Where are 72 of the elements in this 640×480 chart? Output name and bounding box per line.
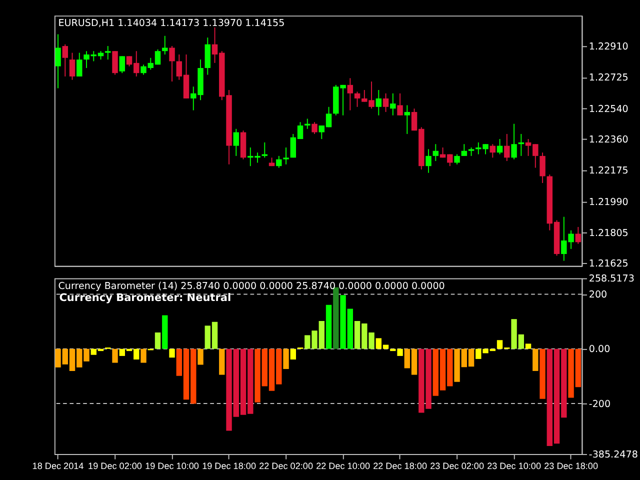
x-tick-label: 23 Dec 18:00 (544, 460, 598, 471)
candlestick (119, 56, 126, 74)
bar (326, 304, 332, 349)
y-tick-label: 1.21990 (588, 196, 628, 208)
y-tick-label: 1.21625 (588, 258, 628, 270)
candlestick (504, 133, 510, 162)
candlestick (204, 37, 211, 76)
y-tick-label: 258.5173 (588, 274, 634, 285)
y-tick-label: 1.22175 (588, 166, 628, 177)
candlestick (105, 46, 111, 60)
candlestick (283, 147, 289, 165)
annotation: Currency Barometer: Neutral (59, 292, 232, 304)
bar (112, 348, 118, 363)
x-tick-label: 23 Dec 10:00 (487, 460, 541, 471)
candlestick (233, 128, 240, 156)
candlestick (276, 155, 282, 168)
candlestick (354, 91, 360, 108)
x-tick-label: 18 Dec 2014 (32, 460, 84, 471)
candlestick (169, 46, 175, 82)
bar (198, 348, 204, 365)
candlestick (426, 148, 432, 174)
candlestick (112, 50, 118, 76)
candlestick (304, 118, 310, 130)
candlestick (496, 138, 503, 155)
x-tick-label: 23 Dec 02:00 (430, 460, 484, 471)
x-tick-label: 19 Dec 10:00 (145, 460, 199, 471)
candlestick (69, 52, 76, 80)
x-tick-label: 22 Dec 02:00 (259, 460, 313, 471)
candlestick (382, 92, 389, 112)
chart-title: EURUSD,H1 1.14034 1.14173 1.13970 1.14155 (58, 18, 285, 30)
bar (219, 348, 225, 375)
candlestick (162, 35, 168, 55)
candlestick (575, 226, 582, 244)
bar (169, 348, 175, 358)
bar (290, 348, 296, 360)
candlestick (312, 122, 318, 134)
y-tick-label: -385.2478 (588, 449, 638, 460)
candlestick (404, 104, 410, 134)
chart-title: Currency Barometer (14) 25.8740 0.0000 0.0000 25.8740 0.0000 0.0000 0.0000 (58, 280, 445, 292)
x-tick-label: 22 Dec 10:00 (316, 460, 370, 471)
x-tick-label: 19 Dec 02:00 (88, 460, 142, 471)
y-tick-label: 1.22910 (588, 41, 628, 52)
bar (532, 348, 538, 371)
bar (162, 315, 168, 349)
candlestick (376, 90, 382, 116)
candlestick (454, 154, 460, 165)
candlestick (461, 144, 468, 156)
candlestick (62, 44, 68, 77)
bar (540, 348, 546, 399)
y-tick-label: 1.22725 (588, 72, 628, 84)
candlestick (540, 152, 546, 184)
candlestick (397, 92, 403, 116)
candlestick (347, 78, 354, 111)
bar (525, 344, 532, 349)
x-tick-label: 22 Dec 18:00 (373, 460, 427, 471)
bar (154, 332, 161, 349)
candlestick (390, 92, 396, 116)
y-tick-label: 0.00 (588, 344, 610, 356)
y-tick-label: 1.21805 (588, 228, 628, 240)
bar (140, 348, 146, 363)
candlestick (55, 34, 61, 89)
bar (333, 287, 339, 349)
y-tick-label: -200 (588, 398, 611, 410)
candlestick (511, 123, 517, 160)
y-tick-label: 1.22360 (588, 134, 628, 146)
bar (283, 348, 289, 370)
y-tick-label: 200 (588, 290, 608, 301)
x-tick-label: 19 Dec 18:00 (202, 460, 256, 471)
y-tick-label: 1.22540 (588, 104, 628, 115)
candlestick (490, 144, 496, 158)
candlestick (76, 52, 82, 77)
candlestick (432, 144, 439, 162)
